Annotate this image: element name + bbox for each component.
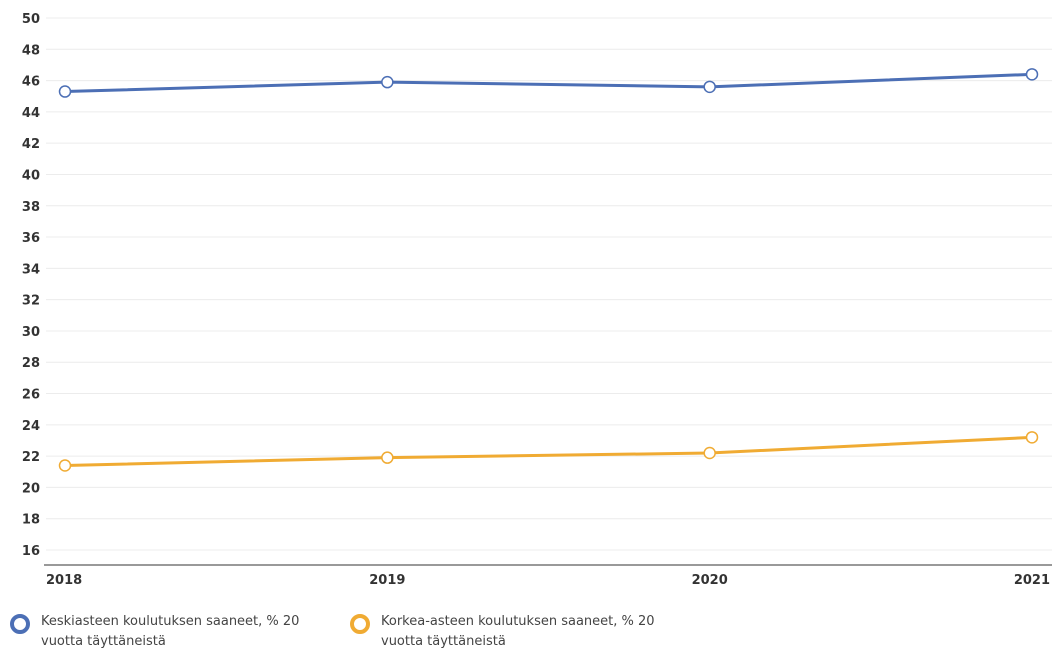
y-tick-label: 20 (22, 481, 40, 496)
y-tick-label: 44 (22, 106, 40, 121)
grid-lines (46, 18, 1052, 550)
legend-marker-korkea-aste (350, 614, 370, 634)
series-line-1 (65, 437, 1032, 465)
y-tick-label: 30 (22, 325, 40, 340)
y-tick-label: 38 (22, 200, 40, 215)
y-tick-label: 18 (22, 513, 40, 528)
data-point[interactable] (382, 452, 393, 463)
line-chart: 16 18 20 22 24 26 28 30 32 34 36 38 40 42 44 46 48 50 201… (0, 0, 1052, 612)
y-tick-label: 50 (22, 12, 40, 27)
data-point[interactable] (1027, 432, 1038, 443)
y-tick-label: 42 (22, 137, 40, 152)
series-line-0 (65, 74, 1032, 91)
y-axis: 16 18 20 22 24 26 28 30 32 34 36 38 40 42 44 46 48 50 (22, 12, 40, 559)
y-tick-label: 40 (22, 168, 40, 183)
y-tick-label: 26 (22, 388, 40, 403)
data-point[interactable] (704, 81, 715, 92)
y-tick-label: 34 (22, 262, 40, 277)
y-tick-label: 48 (22, 43, 40, 58)
y-tick-label: 28 (22, 356, 40, 371)
y-tick-label: 24 (22, 419, 40, 434)
x-axis: 2018 2019 2020 2021 (44, 565, 1052, 588)
data-point[interactable] (704, 447, 715, 458)
x-tick-label: 2021 (1014, 573, 1050, 588)
data-point[interactable] (60, 86, 71, 97)
legend-label-keskiaste: Keskiasteen koulutuksen saaneet, % 20 vu… (41, 612, 331, 652)
legend-item-keskiaste[interactable]: Keskiasteen koulutuksen saaneet, % 20 vu… (10, 614, 331, 652)
x-tick-label: 2020 (692, 573, 728, 588)
legend-marker-keskiaste (10, 614, 30, 634)
series-group (60, 69, 1038, 471)
data-point[interactable] (60, 460, 71, 471)
y-tick-label: 22 (22, 450, 40, 465)
x-tick-label: 2019 (369, 573, 405, 588)
x-tick-label: 2018 (46, 573, 82, 588)
y-tick-label: 16 (22, 544, 40, 559)
legend-label-korkea-aste: Korkea-asteen koulutuksen saaneet, % 20 … (381, 612, 671, 652)
legend-item-korkea-aste[interactable]: Korkea-asteen koulutuksen saaneet, % 20 … (350, 614, 671, 652)
y-tick-label: 46 (22, 75, 40, 90)
y-tick-label: 32 (22, 294, 40, 309)
legend: Keskiasteen koulutuksen saaneet, % 20 vu… (0, 614, 1052, 655)
y-tick-label: 36 (22, 231, 40, 246)
data-point[interactable] (1027, 69, 1038, 80)
data-point[interactable] (382, 77, 393, 88)
